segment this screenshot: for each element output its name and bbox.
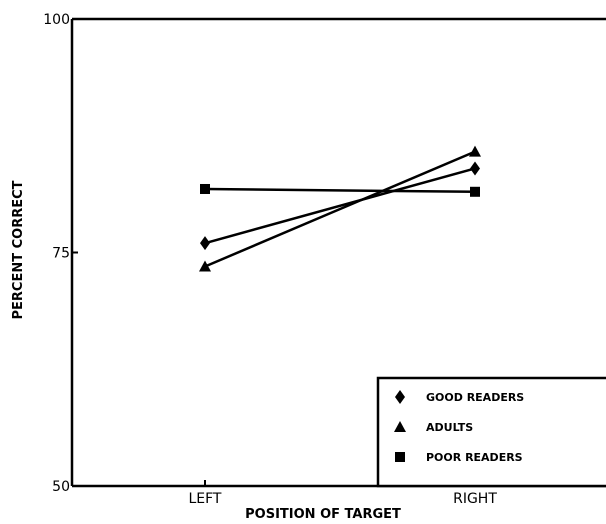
data-point-good-readers-right <box>470 161 480 176</box>
legend-box <box>376 376 606 488</box>
series-poor-readers <box>200 183 480 197</box>
x-axis-title: POSITION OF TARGET <box>245 507 401 522</box>
y-tick-label: 75 <box>52 246 70 262</box>
legend: GOOD READERS ADULTS POOR READERS <box>376 376 606 488</box>
y-axis-ticks: 50 75 100 <box>43 12 78 495</box>
legend-label-adults: ADULTS <box>426 421 473 434</box>
series-adults <box>199 145 481 272</box>
x-tick-label-left: LEFT <box>188 491 221 507</box>
data-point-poor-readers-left <box>200 183 210 194</box>
series-line-good-readers <box>204 167 476 245</box>
legend-marker-good-readers <box>395 390 405 404</box>
data-point-adults-right <box>469 145 481 157</box>
data-point-good-readers-left <box>200 236 210 251</box>
data-point-adults-left <box>199 260 211 272</box>
legend-marker-poor-readers <box>395 452 405 462</box>
series-line-poor-readers <box>204 187 476 194</box>
y-axis-title: PERCENT CORRECT <box>11 180 26 319</box>
series-line-adults <box>204 150 476 268</box>
data-point-poor-readers-right <box>470 186 480 197</box>
x-tick-label-right: RIGHT <box>453 491 497 507</box>
series-layer <box>199 145 481 272</box>
y-tick-label: 100 <box>43 12 70 28</box>
legend-marker-adults <box>394 421 406 432</box>
y-tick-label: 50 <box>52 479 70 495</box>
series-good-readers <box>200 161 480 251</box>
legend-label-good-readers: GOOD READERS <box>426 391 524 404</box>
legend-label-poor-readers: POOR READERS <box>426 451 523 464</box>
